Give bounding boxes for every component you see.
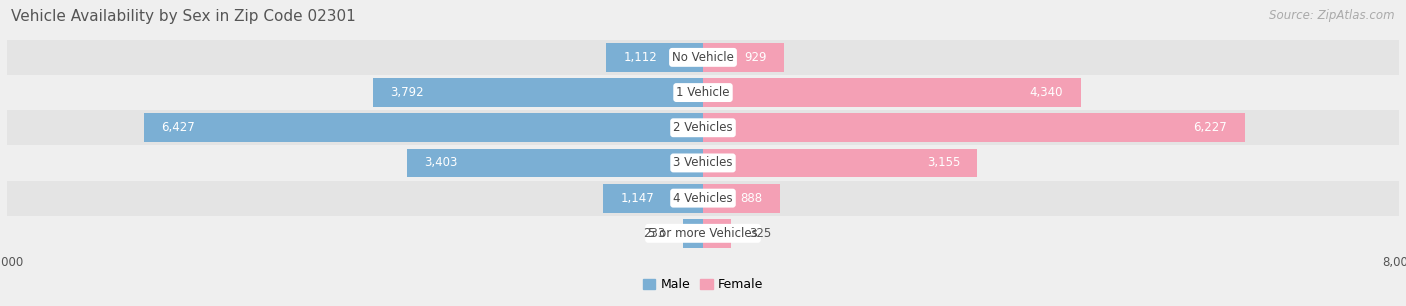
Bar	[603, 184, 703, 213]
Bar	[703, 78, 1081, 107]
Text: 3,403: 3,403	[425, 156, 458, 170]
Bar	[703, 113, 1244, 142]
Bar	[703, 184, 780, 213]
Text: 4,340: 4,340	[1029, 86, 1063, 99]
Bar	[7, 110, 1399, 145]
Bar	[406, 148, 703, 177]
Bar	[7, 145, 1399, 181]
Text: 233: 233	[643, 227, 665, 240]
Bar	[7, 216, 1399, 251]
Bar	[703, 148, 977, 177]
Text: Vehicle Availability by Sex in Zip Code 02301: Vehicle Availability by Sex in Zip Code …	[11, 9, 356, 24]
Text: 3 Vehicles: 3 Vehicles	[673, 156, 733, 170]
Bar	[373, 78, 703, 107]
Text: No Vehicle: No Vehicle	[672, 51, 734, 64]
Text: 3,792: 3,792	[391, 86, 425, 99]
Text: 888: 888	[741, 192, 763, 205]
Legend: Male, Female: Male, Female	[643, 278, 763, 291]
Bar	[703, 219, 731, 248]
Text: 6,227: 6,227	[1194, 121, 1227, 134]
Text: 4 Vehicles: 4 Vehicles	[673, 192, 733, 205]
Text: 1 Vehicle: 1 Vehicle	[676, 86, 730, 99]
Text: 325: 325	[748, 227, 770, 240]
Text: 3,155: 3,155	[927, 156, 960, 170]
Bar	[7, 181, 1399, 216]
Bar	[143, 113, 703, 142]
Bar	[703, 43, 783, 72]
Text: 1,112: 1,112	[624, 51, 658, 64]
Text: 5 or more Vehicles: 5 or more Vehicles	[648, 227, 758, 240]
Text: 6,427: 6,427	[162, 121, 195, 134]
Text: 2 Vehicles: 2 Vehicles	[673, 121, 733, 134]
Text: 1,147: 1,147	[620, 192, 654, 205]
Text: 929: 929	[744, 51, 766, 64]
Bar	[7, 75, 1399, 110]
Text: Source: ZipAtlas.com: Source: ZipAtlas.com	[1270, 9, 1395, 22]
Bar	[7, 40, 1399, 75]
Bar	[683, 219, 703, 248]
Bar	[606, 43, 703, 72]
